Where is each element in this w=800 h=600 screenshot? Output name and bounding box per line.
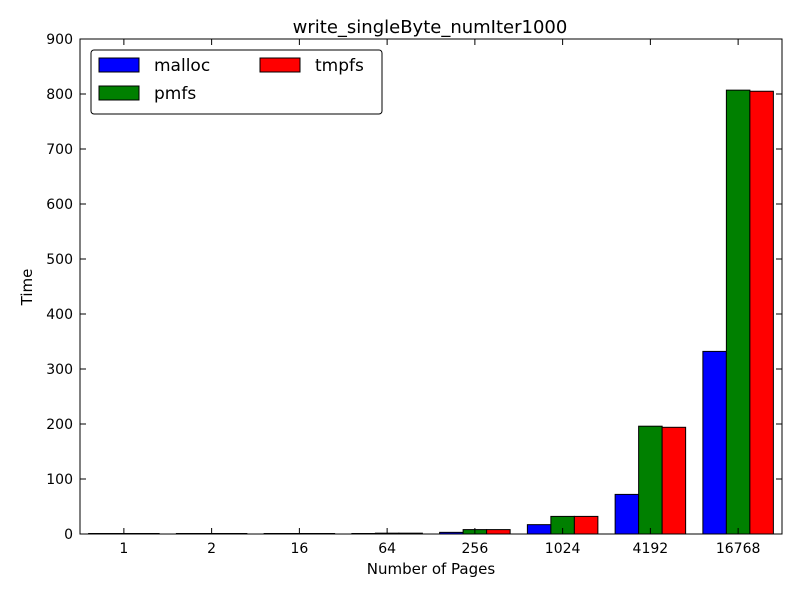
legend-swatch-malloc xyxy=(98,57,140,73)
legend-label-pmfs: pmfs xyxy=(154,84,196,104)
bar-malloc-16768 xyxy=(702,350,727,535)
x-axis-label: Number of Pages xyxy=(367,560,496,578)
x-tick-label: 2 xyxy=(207,541,216,557)
y-tick-label: 600 xyxy=(46,197,73,213)
y-tick-label: 100 xyxy=(46,472,73,488)
bar-pmfs-4192 xyxy=(638,425,663,535)
y-axis: 0 100 200 300 400 500 600 700 800 900 xyxy=(46,32,782,543)
x-tick-label: 256 xyxy=(462,541,489,557)
x-tick-label: 1024 xyxy=(545,541,581,557)
legend-label-tmpfs: tmpfs xyxy=(315,56,364,76)
bars-group xyxy=(88,89,774,535)
bar-tmpfs-256 xyxy=(486,529,511,535)
y-tick-label: 500 xyxy=(46,252,73,268)
x-tick-label: 4192 xyxy=(633,541,669,557)
bar-malloc-4192 xyxy=(614,493,640,535)
x-tick-label: 64 xyxy=(378,541,396,557)
x-tick-label: 16768 xyxy=(716,541,761,557)
y-tick-label: 400 xyxy=(46,307,73,323)
x-axis: 1 2 16 64 256 1024 4192 16768 xyxy=(119,39,760,557)
legend-swatch-tmpfs xyxy=(259,57,301,73)
legend-label-malloc: malloc xyxy=(154,56,210,76)
x-tick-label: 1 xyxy=(119,541,128,557)
y-axis-label: Time xyxy=(18,269,36,307)
bar-pmfs-16768 xyxy=(725,89,751,535)
legend-swatch-pmfs xyxy=(98,85,140,101)
y-tick-label: 800 xyxy=(46,87,73,103)
plot-area-frame xyxy=(79,38,783,535)
bar-tmpfs-16768 xyxy=(749,90,774,535)
chart-title: write_singleByte_numIter1000 xyxy=(293,17,568,38)
y-tick-label: 0 xyxy=(64,527,73,543)
y-tick-label: 900 xyxy=(46,32,73,48)
bar-tmpfs-1024 xyxy=(573,515,599,535)
bar-tmpfs-4192 xyxy=(661,426,687,535)
legend: malloc pmfs tmpfs xyxy=(90,49,383,115)
bar-malloc-1024 xyxy=(526,524,552,535)
legend-box xyxy=(90,49,383,115)
y-tick-label: 300 xyxy=(46,362,73,378)
y-tick-label: 700 xyxy=(46,142,73,158)
y-tick-label: 200 xyxy=(46,417,73,433)
x-tick-label: 16 xyxy=(290,541,308,557)
